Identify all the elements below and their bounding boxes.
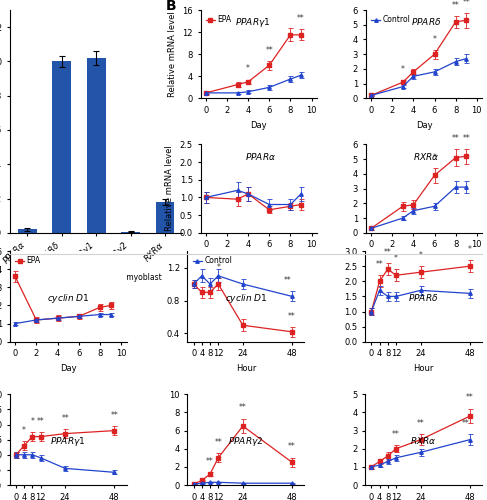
Text: $\it{RXR\alpha}$: $\it{RXR\alpha}$ (413, 150, 439, 162)
X-axis label: Day: Day (250, 255, 267, 264)
Text: **: ** (462, 419, 469, 428)
Bar (18, 230, 37, 233)
Text: **: ** (417, 419, 425, 428)
Text: **: ** (392, 430, 400, 439)
Text: *: * (394, 254, 398, 263)
Text: *: * (22, 426, 26, 435)
Text: **: ** (111, 410, 118, 420)
Text: **: ** (284, 276, 292, 285)
Text: *: * (432, 34, 436, 43)
Text: *: * (468, 245, 472, 254)
Bar (52, 62, 71, 233)
Text: $\it{PPAR\delta}$: $\it{PPAR\delta}$ (409, 292, 439, 303)
Text: $\it{PPAR\gamma2}$: $\it{PPAR\gamma2}$ (228, 435, 263, 448)
Text: **: ** (297, 14, 305, 23)
Text: *: * (419, 251, 423, 260)
Text: $\it{PPAR\gamma1}$: $\it{PPAR\gamma1}$ (51, 435, 86, 448)
Bar (87, 58, 106, 233)
Legend: Control: Control (370, 14, 412, 26)
Text: **: ** (462, 134, 470, 142)
Text: **: ** (61, 414, 69, 422)
Text: *: * (246, 64, 250, 74)
Text: **: ** (239, 404, 247, 412)
X-axis label: Hour: Hour (236, 364, 256, 373)
X-axis label: Day: Day (415, 255, 432, 264)
Text: *: * (401, 65, 405, 74)
Text: **: ** (265, 46, 273, 54)
Text: *: * (30, 417, 34, 426)
Text: $\it{PPAR\delta}$: $\it{PPAR\delta}$ (411, 16, 441, 27)
X-axis label: Day: Day (250, 120, 267, 130)
X-axis label: Hour: Hour (413, 364, 434, 373)
Text: **: ** (452, 0, 460, 10)
Text: **: ** (37, 417, 44, 426)
Text: **: ** (466, 394, 474, 402)
Bar (155, 202, 174, 233)
Text: $\it{PPAR\alpha}$: $\it{PPAR\alpha}$ (245, 150, 277, 162)
Y-axis label: Relative mRNA level: Relative mRNA level (168, 12, 177, 97)
Text: $\it{cyclin\ D1}$: $\it{cyclin\ D1}$ (225, 292, 267, 305)
Bar (121, 232, 140, 233)
Text: $\it{PPAR\gamma1}$: $\it{PPAR\gamma1}$ (235, 16, 271, 29)
Text: **: ** (452, 134, 460, 142)
X-axis label: 80% confulenced C2C12 myoblast: 80% confulenced C2C12 myoblast (31, 274, 161, 282)
Legend: EPA: EPA (205, 14, 233, 26)
Text: $\it{cyclin\ D1}$: $\it{cyclin\ D1}$ (47, 292, 90, 305)
Text: $\it{RXR\alpha}$: $\it{RXR\alpha}$ (411, 435, 437, 446)
Text: **: ** (214, 438, 222, 447)
Text: *: * (432, 153, 436, 162)
Text: B: B (166, 0, 176, 12)
Text: *: * (216, 263, 220, 272)
Text: **: ** (288, 442, 296, 452)
X-axis label: Day: Day (415, 120, 432, 130)
Legend: Control: Control (191, 255, 234, 267)
Y-axis label: Relative mRNA level: Relative mRNA level (165, 146, 174, 232)
Text: **: ** (462, 0, 470, 7)
Legend: EPA: EPA (14, 255, 42, 267)
Text: **: ** (384, 248, 392, 257)
X-axis label: Day: Day (60, 364, 76, 373)
Text: **: ** (375, 260, 383, 269)
Text: **: ** (288, 312, 296, 320)
Text: **: ** (206, 457, 214, 466)
